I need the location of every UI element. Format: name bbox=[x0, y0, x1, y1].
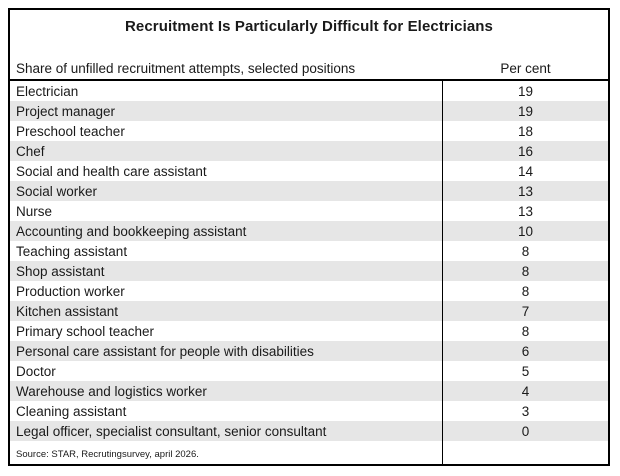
table-row: Personal care assistant for people with … bbox=[10, 341, 608, 361]
table-row: Shop assistant 8 bbox=[10, 261, 608, 281]
source-note: Source: STAR, Recrutingsurvey, april 202… bbox=[10, 441, 443, 464]
percent-value: 18 bbox=[517, 123, 534, 139]
table-row: Doctor 5 bbox=[10, 361, 608, 381]
percent-value: 3 bbox=[521, 403, 530, 419]
position-label: Cleaning assistant bbox=[10, 401, 443, 421]
position-label: Social worker bbox=[10, 181, 443, 201]
position-label: Project manager bbox=[10, 101, 443, 121]
table-row: Social worker 13 bbox=[10, 181, 608, 201]
statistics-table: Recruitment Is Particularly Difficult fo… bbox=[8, 8, 610, 466]
source-empty-cell bbox=[443, 441, 608, 464]
percent-value: 8 bbox=[521, 263, 530, 279]
table-row: Preschool teacher 18 bbox=[10, 121, 608, 141]
percent-value: 13 bbox=[517, 203, 534, 219]
column-header-positions: Share of unfilled recruitment attempts, … bbox=[16, 61, 356, 76]
position-label: Production worker bbox=[10, 281, 443, 301]
table-row: Electrician 19 bbox=[10, 81, 608, 101]
percent-value: 13 bbox=[517, 183, 534, 199]
table-row: Nurse 13 bbox=[10, 201, 608, 221]
percent-value: 19 bbox=[517, 83, 534, 99]
position-label: Accounting and bookkeeping assistant bbox=[10, 221, 443, 241]
table-row: Legal officer, specialist consultant, se… bbox=[10, 421, 608, 441]
column-header-percent: Per cent bbox=[500, 61, 551, 76]
table-row: Kitchen assistant 7 bbox=[10, 301, 608, 321]
position-label: Teaching assistant bbox=[10, 241, 443, 261]
position-label: Shop assistant bbox=[10, 261, 443, 281]
table-body: Electrician 19 Project manager 19 Preschool … bbox=[10, 81, 608, 441]
percent-value: 5 bbox=[521, 363, 530, 379]
position-label: Warehouse and logistics worker bbox=[10, 381, 443, 401]
position-label: Primary school teacher bbox=[10, 321, 443, 341]
table-row: Primary school teacher 8 bbox=[10, 321, 608, 341]
percent-value: 7 bbox=[521, 303, 530, 319]
percent-value: 16 bbox=[517, 143, 534, 159]
percent-value: 19 bbox=[517, 103, 534, 119]
percent-value: 14 bbox=[517, 163, 534, 179]
source-row: Source: STAR, Recrutingsurvey, april 202… bbox=[10, 441, 608, 464]
table-header-section: Recruitment Is Particularly Difficult fo… bbox=[10, 10, 608, 81]
position-label: Personal care assistant for people with … bbox=[10, 341, 443, 361]
table-row: Teaching assistant 8 bbox=[10, 241, 608, 261]
percent-value: 6 bbox=[521, 343, 530, 359]
percent-value: 0 bbox=[521, 423, 530, 439]
percent-value: 8 bbox=[521, 283, 530, 299]
position-label: Chef bbox=[10, 141, 443, 161]
percent-value: 8 bbox=[521, 323, 530, 339]
position-label: Preschool teacher bbox=[10, 121, 443, 141]
column-headers: Share of unfilled recruitment attempts, … bbox=[10, 61, 608, 79]
table-row: Accounting and bookkeeping assistant 10 bbox=[10, 221, 608, 241]
table-row: Production worker 8 bbox=[10, 281, 608, 301]
percent-value: 8 bbox=[521, 243, 530, 259]
table-row: Chef 16 bbox=[10, 141, 608, 161]
position-label: Doctor bbox=[10, 361, 443, 381]
table-title: Recruitment Is Particularly Difficult fo… bbox=[124, 18, 493, 35]
percent-value: 10 bbox=[517, 223, 534, 239]
table-row: Warehouse and logistics worker 4 bbox=[10, 381, 608, 401]
position-label: Social and health care assistant bbox=[10, 161, 443, 181]
position-label: Legal officer, specialist consultant, se… bbox=[10, 421, 443, 441]
position-label: Electrician bbox=[10, 81, 443, 101]
position-label: Kitchen assistant bbox=[10, 301, 443, 321]
table-row: Social and health care assistant 14 bbox=[10, 161, 608, 181]
table-row: Cleaning assistant 3 bbox=[10, 401, 608, 421]
percent-value: 4 bbox=[521, 383, 530, 399]
table-row: Project manager 19 bbox=[10, 101, 608, 121]
position-label: Nurse bbox=[10, 201, 443, 221]
